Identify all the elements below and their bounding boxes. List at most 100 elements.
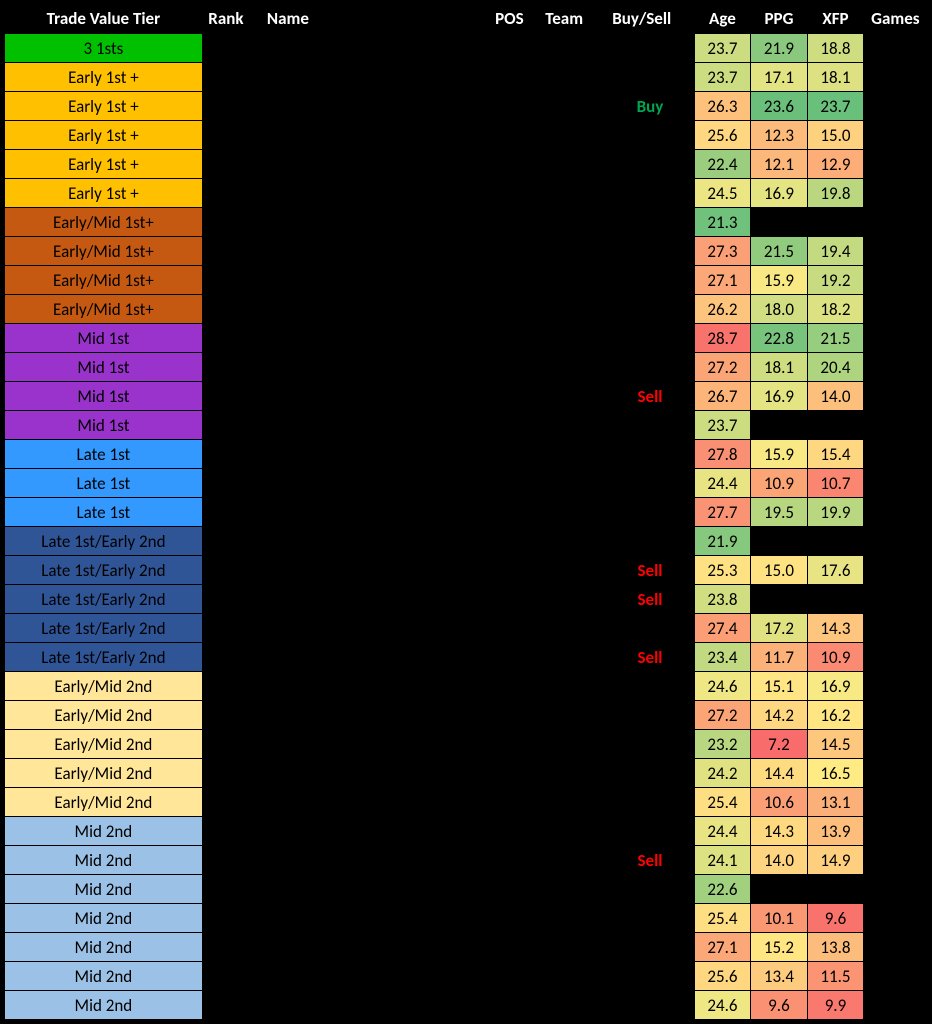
pos-cell — [489, 759, 539, 788]
xfp-cell — [807, 208, 864, 237]
team-cell — [539, 788, 606, 817]
pos-cell — [489, 237, 539, 266]
xfp-cell: 13.8 — [807, 933, 864, 962]
name-cell — [261, 962, 489, 991]
table-row: Mid 2ndSell24.114.014.9 — [5, 846, 928, 875]
pos-cell — [489, 382, 539, 411]
buysell-cell — [606, 933, 694, 962]
ppg-cell: 10.9 — [751, 469, 808, 498]
tier-cell: Late 1st — [5, 498, 203, 527]
xfp-cell: 16.5 — [807, 759, 864, 788]
buysell-cell: Sell — [606, 846, 694, 875]
team-cell — [539, 121, 606, 150]
games-cell — [864, 788, 928, 817]
tier-cell: Late 1st/Early 2nd — [5, 556, 203, 585]
name-cell — [261, 759, 489, 788]
tier-cell: Early/Mid 2nd — [5, 672, 203, 701]
header-xfp: XFP — [807, 4, 864, 34]
buysell-label: Sell — [637, 589, 662, 610]
header-team: Team — [539, 4, 606, 34]
table-row: Early/Mid 1st+27.321.519.4 — [5, 237, 928, 266]
rank-cell — [202, 846, 261, 875]
team-cell — [539, 266, 606, 295]
age-cell: 24.5 — [694, 179, 751, 208]
age-cell: 25.3 — [694, 556, 751, 585]
header-tier: Trade Value Tier — [5, 4, 203, 34]
name-cell — [261, 701, 489, 730]
games-cell — [864, 614, 928, 643]
name-cell — [261, 469, 489, 498]
rank-cell — [202, 701, 261, 730]
ppg-cell: 15.9 — [751, 440, 808, 469]
ppg-cell — [751, 527, 808, 556]
games-cell — [864, 179, 928, 208]
age-cell: 23.7 — [694, 411, 751, 440]
name-cell — [261, 382, 489, 411]
ppg-cell: 15.0 — [751, 556, 808, 585]
xfp-cell — [807, 527, 864, 556]
age-cell: 26.7 — [694, 382, 751, 411]
name-cell — [261, 324, 489, 353]
games-cell — [864, 34, 928, 63]
buysell-cell — [606, 962, 694, 991]
rank-cell — [202, 904, 261, 933]
table-row: Late 1st/Early 2nd27.417.214.3 — [5, 614, 928, 643]
buysell-cell — [606, 498, 694, 527]
tier-cell: Early/Mid 1st+ — [5, 237, 203, 266]
age-cell: 24.6 — [694, 991, 751, 1020]
xfp-cell: 13.1 — [807, 788, 864, 817]
table-row: Early/Mid 2nd25.410.613.1 — [5, 788, 928, 817]
tier-cell: Mid 2nd — [5, 817, 203, 846]
name-cell — [261, 730, 489, 759]
table-row: Mid 1st27.218.120.4 — [5, 353, 928, 382]
header-name: Name — [261, 4, 489, 34]
tier-cell: Late 1st — [5, 440, 203, 469]
age-cell: 23.4 — [694, 643, 751, 672]
xfp-cell: 9.9 — [807, 991, 864, 1020]
games-cell — [864, 962, 928, 991]
team-cell — [539, 498, 606, 527]
xfp-cell: 21.5 — [807, 324, 864, 353]
tier-cell: Late 1st/Early 2nd — [5, 527, 203, 556]
buysell-cell — [606, 440, 694, 469]
table-row: Early 1st +22.412.112.9 — [5, 150, 928, 179]
age-cell: 26.2 — [694, 295, 751, 324]
buysell-cell — [606, 469, 694, 498]
tier-cell: 3 1sts — [5, 34, 203, 63]
pos-cell — [489, 875, 539, 904]
xfp-cell: 15.0 — [807, 121, 864, 150]
games-cell — [864, 353, 928, 382]
table-row: Late 1st/Early 2ndSell23.411.710.9 — [5, 643, 928, 672]
age-cell: 27.1 — [694, 933, 751, 962]
rank-cell — [202, 92, 261, 121]
ppg-cell: 12.3 — [751, 121, 808, 150]
buysell-cell — [606, 150, 694, 179]
trade-value-table: Trade Value Tier Rank Name POS Team Buy/… — [4, 4, 928, 1020]
rank-cell — [202, 63, 261, 92]
name-cell — [261, 266, 489, 295]
tier-cell: Early 1st + — [5, 121, 203, 150]
team-cell — [539, 179, 606, 208]
team-cell — [539, 991, 606, 1020]
ppg-cell: 14.2 — [751, 701, 808, 730]
buysell-cell — [606, 875, 694, 904]
rank-cell — [202, 324, 261, 353]
team-cell — [539, 469, 606, 498]
tier-cell: Late 1st — [5, 469, 203, 498]
table-row: Early 1st +25.612.315.0 — [5, 121, 928, 150]
pos-cell — [489, 324, 539, 353]
games-cell — [864, 382, 928, 411]
rank-cell — [202, 237, 261, 266]
table-row: Mid 2nd22.6 — [5, 875, 928, 904]
table-row: Early 1st +23.717.118.1 — [5, 63, 928, 92]
buysell-label: Sell — [637, 560, 662, 581]
team-cell — [539, 150, 606, 179]
pos-cell — [489, 295, 539, 324]
buysell-cell — [606, 614, 694, 643]
table-row: Mid 1stSell26.716.914.0 — [5, 382, 928, 411]
buysell-label: Sell — [637, 850, 662, 871]
games-cell — [864, 121, 928, 150]
ppg-cell: 15.2 — [751, 933, 808, 962]
games-cell — [864, 237, 928, 266]
games-cell — [864, 730, 928, 759]
